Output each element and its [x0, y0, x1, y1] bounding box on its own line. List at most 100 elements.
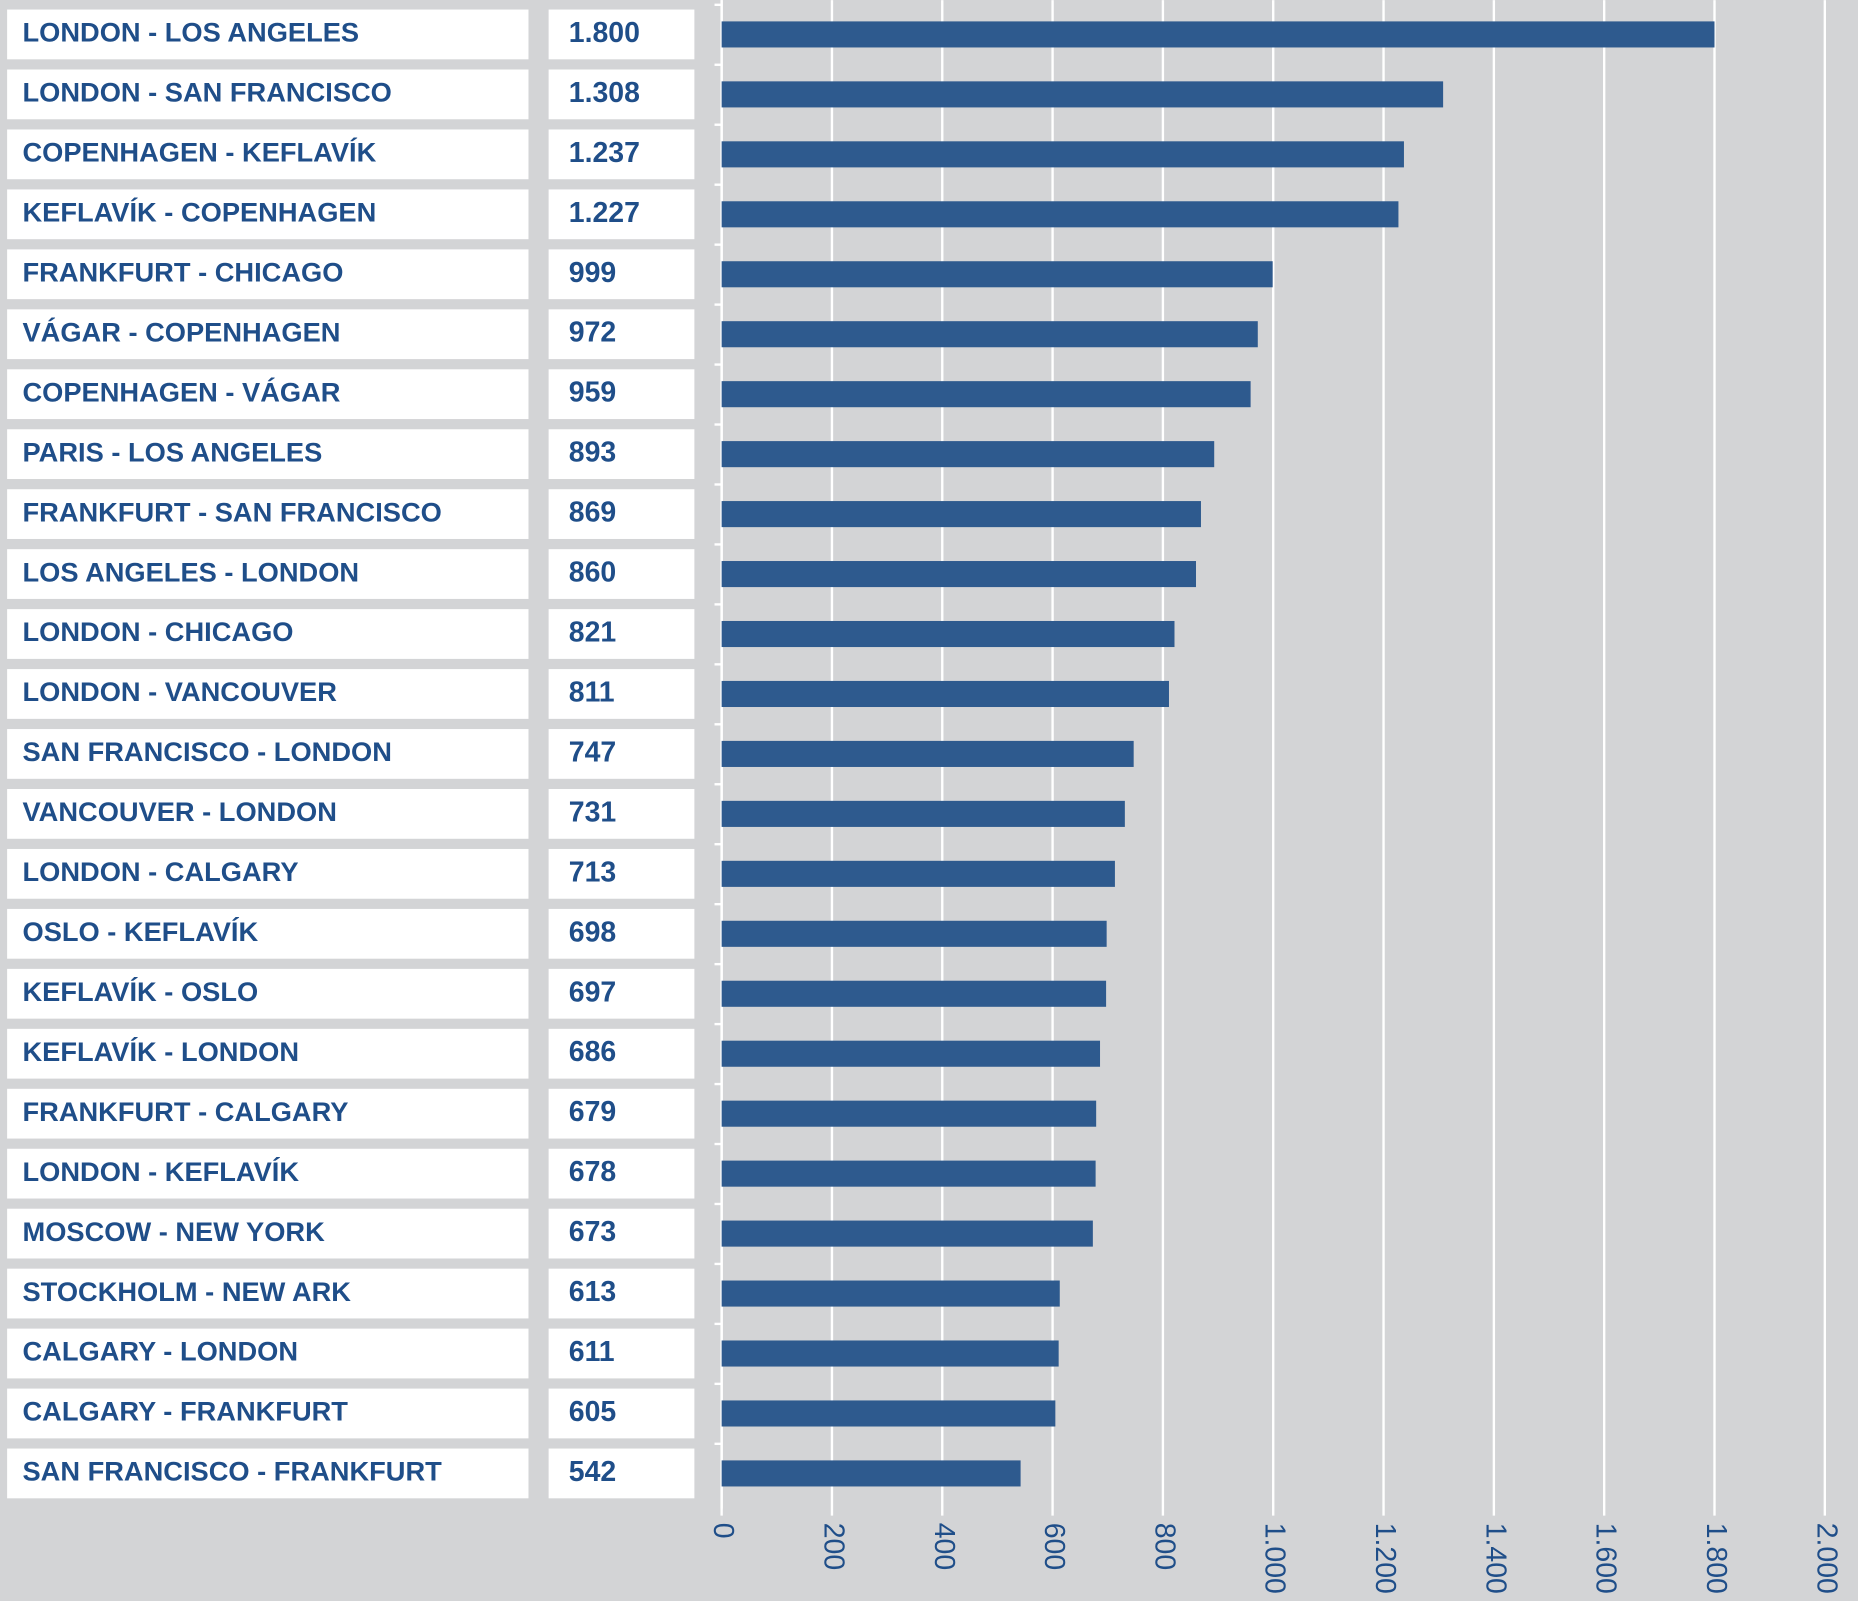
bar: [721, 980, 1107, 1007]
value-label: 999: [569, 257, 616, 289]
x-tick-label: 800: [1148, 1523, 1180, 1570]
label-cell: [7, 309, 529, 360]
value-label: 747: [569, 736, 616, 768]
value-label: 686: [569, 1036, 616, 1068]
x-tick-label: 400: [928, 1523, 960, 1570]
label-cell: [7, 1028, 529, 1079]
value-label: 679: [569, 1096, 616, 1128]
bar: [721, 381, 1251, 408]
value-cell: [548, 1448, 695, 1499]
category-label: KEFLAVÍK - COPENHAGEN: [23, 197, 377, 228]
value-cell: [548, 848, 695, 899]
value-cell: [548, 309, 695, 360]
bar: [721, 1280, 1060, 1307]
label-cell: [7, 1088, 529, 1139]
value-cell: [548, 189, 695, 240]
value-label: 1.800: [569, 17, 640, 49]
value-cell: [548, 129, 695, 180]
label-cell: [7, 1268, 529, 1319]
category-label: LOS ANGELES - LONDON: [23, 556, 360, 587]
bar: [721, 141, 1404, 168]
value-cell: [548, 908, 695, 959]
value-cell: [548, 549, 695, 599]
value-label: 731: [569, 796, 617, 828]
bar: [721, 1400, 1056, 1427]
value-cell: [548, 249, 695, 300]
category-label: FRANKFURT - CALGARY: [23, 1096, 349, 1127]
value-label: 972: [569, 317, 616, 349]
category-label: COPENHAGEN - KEFLAVÍK: [23, 137, 377, 168]
value-cell: [548, 1208, 695, 1259]
value-label: 611: [569, 1336, 615, 1368]
value-cell: [548, 69, 695, 120]
label-cell: [7, 1148, 529, 1199]
value-label: 698: [569, 916, 616, 948]
value-cell: [548, 729, 695, 779]
value-label: 697: [569, 976, 616, 1008]
label-cell: [7, 789, 529, 839]
label-cell: [7, 1328, 529, 1379]
bar: [721, 1040, 1101, 1067]
label-cell: [7, 429, 529, 480]
category-label: VÁGAR - COPENHAGEN: [23, 316, 341, 347]
x-tick-label: 2.000: [1810, 1523, 1842, 1594]
bar: [721, 501, 1201, 528]
value-label: 811: [569, 676, 615, 708]
bar: [721, 920, 1107, 947]
x-tick-label: 1.800: [1700, 1523, 1732, 1594]
bar: [721, 321, 1258, 348]
category-label: KEFLAVÍK - OSLO: [23, 976, 259, 1007]
bar: [721, 1340, 1059, 1367]
label-cell: [7, 249, 529, 300]
category-label: LONDON - CALGARY: [23, 856, 299, 887]
value-label: 1.227: [569, 197, 640, 229]
label-cell: [7, 729, 529, 779]
category-label: OSLO - KEFLAVÍK: [23, 916, 259, 947]
x-tick-label: 1.200: [1369, 1523, 1401, 1594]
value-label: 821: [569, 617, 617, 649]
category-label: COPENHAGEN - VÁGAR: [23, 376, 341, 407]
value-cell: [548, 609, 695, 659]
x-tick-label: 600: [1038, 1523, 1070, 1570]
x-tick-label: 1.000: [1259, 1523, 1291, 1594]
category-label: PARIS - LOS ANGELES: [23, 436, 323, 467]
category-label: LONDON - KEFLAVÍK: [23, 1156, 300, 1187]
label-cell: [7, 848, 529, 899]
value-label: 673: [569, 1216, 616, 1248]
value-label: 713: [569, 856, 616, 888]
bar: [721, 680, 1169, 708]
bar: [721, 1220, 1093, 1247]
value-label: 1.237: [569, 137, 640, 169]
label-cell: [7, 669, 529, 719]
bar: [721, 1460, 1021, 1487]
category-label: KEFLAVÍK - LONDON: [23, 1036, 300, 1067]
x-tick-label: 1.600: [1590, 1523, 1622, 1594]
label-cell: [7, 609, 529, 659]
x-tick-label: 0: [707, 1523, 739, 1539]
label-cell: [7, 908, 529, 959]
label-cell: [7, 968, 529, 1019]
value-label: 605: [569, 1396, 617, 1428]
bar: [721, 620, 1175, 648]
bar: [721, 1100, 1097, 1127]
category-label: LONDON - CHICAGO: [23, 616, 294, 647]
value-cell: [548, 489, 695, 539]
value-cell: [548, 1388, 695, 1439]
bar: [721, 441, 1215, 468]
bar: [721, 561, 1197, 588]
label-cell: [7, 1448, 529, 1499]
label-cell: [7, 69, 529, 120]
category-label: LONDON - LOS ANGELES: [23, 17, 360, 48]
x-tick-label: 1.400: [1479, 1523, 1511, 1594]
category-label: STOCKHOLM - NEW ARK: [23, 1276, 352, 1307]
value-cell: [548, 1028, 695, 1079]
value-cell: [548, 369, 695, 420]
label-cell: [7, 1208, 529, 1259]
value-label: 1.308: [569, 77, 640, 109]
category-label: FRANKFURT - CHICAGO: [23, 256, 344, 287]
category-label: MOSCOW - NEW YORK: [23, 1216, 326, 1247]
value-cell: [548, 1328, 695, 1379]
value-cell: [548, 429, 695, 480]
value-label: 542: [569, 1456, 616, 1488]
